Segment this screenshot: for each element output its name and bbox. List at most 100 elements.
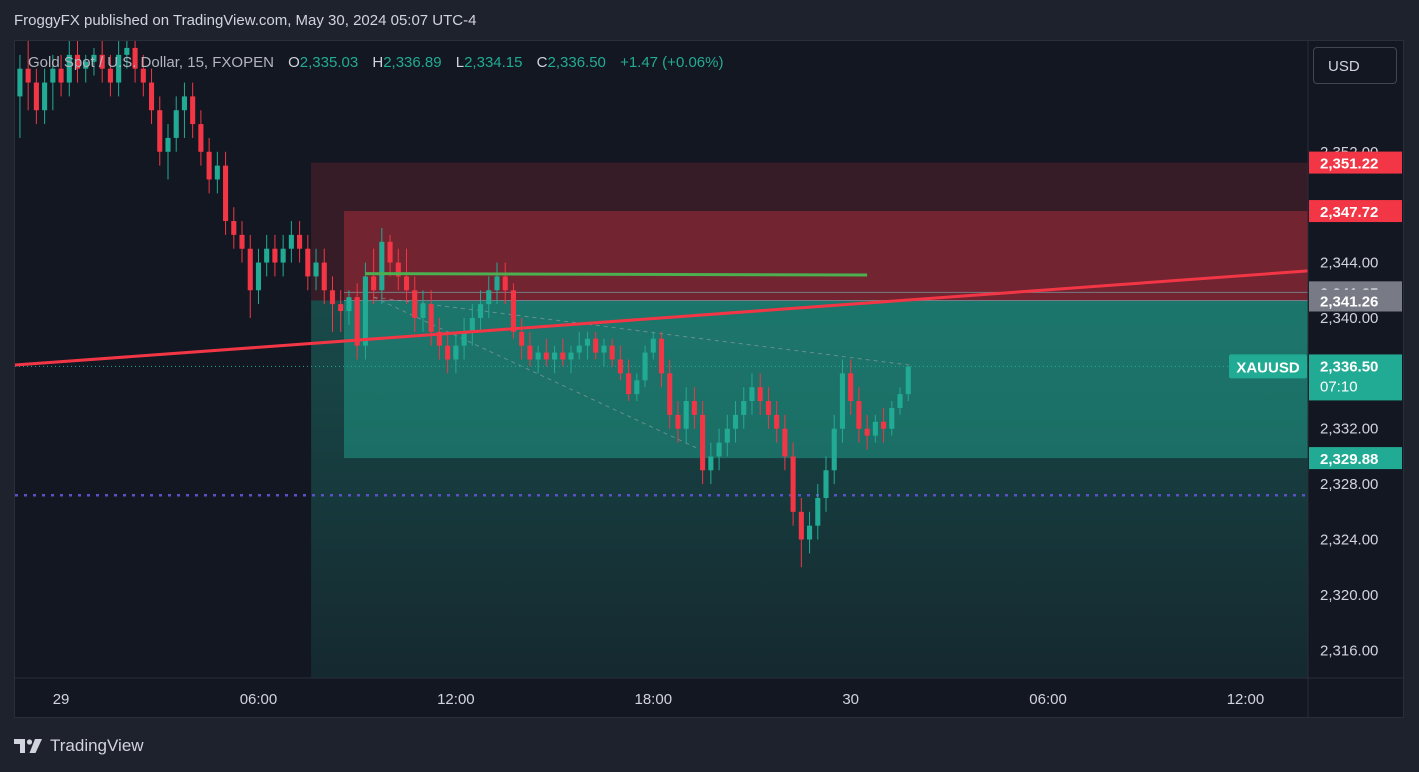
candle-body (691, 401, 697, 415)
time-tick-label: 12:00 (1227, 691, 1265, 708)
candle-body (650, 338, 656, 353)
resistance-line (365, 272, 868, 277)
symbol-tag-box (1229, 354, 1307, 379)
candle-body (716, 442, 722, 457)
high-value: 2,336.89 (383, 54, 442, 71)
open-label: O (288, 54, 300, 71)
price-label-text: 2,341.26 (1320, 294, 1378, 311)
current-price-text: 2,336.50 (1320, 358, 1378, 375)
candle-body (329, 290, 336, 305)
candle-body (354, 297, 360, 346)
candle-body (173, 110, 179, 138)
candle-body (99, 54, 105, 69)
candle-body (732, 414, 739, 429)
symbol-tag-text: XAUUSD (1236, 359, 1300, 376)
open-value: 2,335.03 (299, 54, 359, 71)
low-value: 2,334.15 (464, 54, 523, 71)
candle-body (856, 401, 862, 429)
price-label-box (1309, 289, 1402, 312)
candle-body (774, 414, 780, 429)
candle-body (346, 297, 352, 312)
candle-body (17, 68, 23, 97)
candle-body (823, 470, 829, 498)
candle-body (33, 82, 39, 111)
candle-body (708, 456, 714, 471)
candle-body (297, 234, 303, 249)
time-tick-label: 12:00 (437, 691, 475, 708)
time-tick-label: 30 (842, 691, 859, 708)
candle-body (190, 96, 196, 125)
candle-body (107, 68, 113, 83)
candle-body (461, 331, 467, 346)
candle-body (576, 345, 582, 353)
candle-body (116, 54, 122, 83)
candle-body (502, 276, 508, 291)
candle-body (815, 497, 821, 526)
candle-body (626, 373, 632, 395)
time-tick-label: 29 (53, 691, 70, 708)
candle-body (584, 338, 591, 346)
candle-body (313, 262, 319, 277)
price-label-box (1309, 200, 1402, 223)
candle-body (140, 68, 146, 83)
time-tick-label: 18:00 (635, 691, 673, 708)
symbol-title[interactable]: Gold Spot / U.S. Dollar, 15, FXOPEN (28, 54, 274, 71)
price-tick-label: 2,320.00 (1320, 587, 1378, 604)
target-zone (344, 300, 1308, 459)
candle-body (807, 525, 813, 540)
candle-body (535, 352, 541, 360)
candle-body (181, 96, 187, 111)
close-label: C (536, 54, 548, 71)
candle-body (667, 373, 673, 415)
candle-body (148, 82, 155, 111)
price-chart[interactable]: 2,352.002,344.002,340.002,332.002,328.00… (15, 41, 1403, 717)
candle-body (782, 428, 788, 457)
candle-body (510, 290, 516, 332)
symbol-legend: Gold Spot / U.S. Dollar, 15, FXOPEN O2,3… (28, 54, 723, 71)
change-value: +1.47 (+0.06%) (620, 54, 724, 71)
candle-body (864, 428, 870, 436)
candle-body (272, 248, 278, 263)
candle-body (839, 373, 846, 429)
candle-body (83, 61, 89, 69)
tradingview-logo-icon[interactable] (14, 737, 44, 755)
candle-body (634, 380, 640, 395)
candle-body (790, 456, 796, 512)
candle-body (387, 241, 393, 263)
price-label-box (1309, 447, 1402, 470)
candle-body (379, 241, 385, 291)
price-label-text: 2,351.22 (1320, 156, 1378, 173)
chart-frame[interactable]: 2,352.002,344.002,340.002,332.002,328.00… (14, 40, 1404, 718)
candle-body (206, 151, 212, 180)
publish-info: FroggyFX published on TradingView.com, M… (14, 11, 477, 29)
candle-body (214, 165, 220, 180)
candle-body (132, 47, 138, 69)
candle-body (66, 54, 72, 83)
candle-body (568, 352, 574, 360)
time-tick-label: 06:00 (240, 691, 278, 708)
candle-body (848, 373, 854, 402)
candle-body (91, 54, 97, 62)
candle-body (436, 331, 442, 346)
projection-line-upper (373, 296, 910, 366)
candle-body (362, 276, 368, 346)
candle-body (239, 234, 245, 249)
price-tick-label: 2,340.00 (1320, 310, 1378, 327)
current-price-box (1309, 354, 1402, 401)
candle-body (198, 124, 204, 152)
candle-body (42, 82, 48, 111)
candle-body (601, 345, 607, 353)
candle-body (658, 338, 665, 374)
candle-body (724, 428, 730, 443)
rising-trendline (15, 269, 1309, 367)
currency-button[interactable]: USD (1313, 47, 1397, 84)
candle-body (881, 421, 887, 429)
price-tick-label: 2,344.00 (1320, 255, 1378, 272)
tradingview-brand[interactable]: TradingView (50, 736, 144, 755)
candle-body (593, 338, 599, 353)
candle-body (255, 262, 262, 291)
candle-body (757, 387, 763, 402)
projection-line-lower (373, 296, 707, 453)
price-tick-label: 2,316.00 (1320, 642, 1378, 659)
stop-zone-outer (311, 162, 1308, 301)
